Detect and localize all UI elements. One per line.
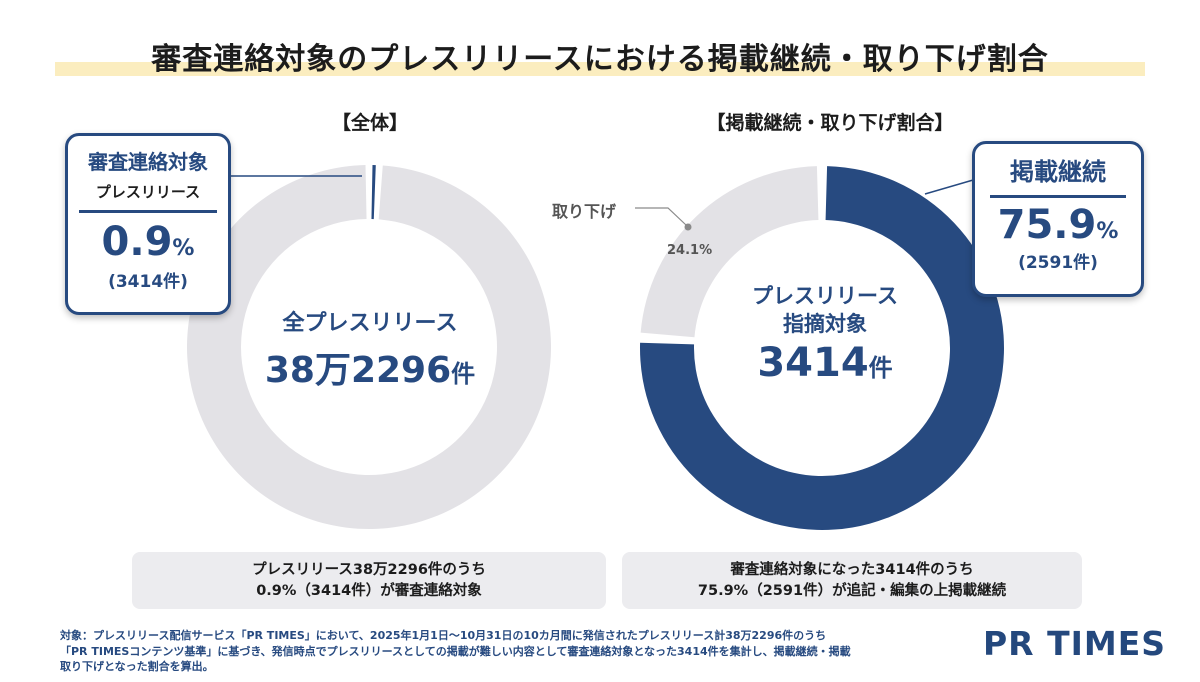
page-title: 審査連絡対象のプレスリリースにおける掲載継続・取り下げ割合 (151, 42, 1049, 77)
right-center-total: 3414件 (700, 340, 950, 386)
right-callout-box: 掲載継続 75.9% (2591件) (972, 141, 1144, 297)
left-summary-box: プレスリリース38万2296件のうち 0.9%（3414件）が審査連絡対象 (132, 552, 606, 609)
slice-review-target (371, 165, 376, 220)
withdraw-leader-dot (684, 223, 692, 231)
left-callout-line2: プレスリリース (95, 183, 201, 201)
left-center-line1: 全プレスリリース (282, 311, 458, 336)
footnote-line: 取り下げとなった割合を算出。 (60, 660, 214, 673)
left-callout-value: 0.9 (101, 219, 173, 265)
slice-withdrawn (640, 166, 819, 338)
slice-all-releases (186, 165, 551, 529)
slice-continued (639, 166, 1005, 530)
footnote: 対象：プレスリリース配信サービス「PR TIMES」において、2025年1月1日… (60, 628, 970, 675)
withdraw-leader-line (635, 207, 687, 226)
left-callout-pct: % (172, 236, 195, 261)
right-callout-label: 掲載継続 (1010, 158, 1106, 186)
donut-chart-overall (186, 165, 551, 529)
left-callout-line1: 審査連絡対象 (88, 150, 208, 174)
title-highlight (55, 62, 1145, 76)
right-center-unit: 件 (868, 354, 893, 382)
right-summary-line2: 75.9%（2591件）が追記・編集の上掲載継続 (697, 583, 1007, 599)
left-summary-line1: プレスリリース38万2296件のうち (252, 562, 486, 578)
title-area: 審査連絡対象のプレスリリースにおける掲載継続・取り下げ割合 (55, 32, 1145, 80)
footnote-line: 対象：プレスリリース配信サービス「PR TIMES」において、2025年1月1日… (60, 629, 827, 642)
left-center-unit: 件 (451, 360, 476, 388)
right-callout-count: (2591件) (1018, 253, 1098, 273)
right-chart-heading: 【掲載継続・取り下げ割合】 (706, 112, 954, 134)
left-callout-box: 審査連絡対象 プレスリリース 0.9% (3414件) (65, 133, 231, 315)
right-callout-value-row: 75.9% (975, 202, 1141, 248)
left-summary-line2: 0.9%（3414件）が審査連絡対象 (256, 583, 482, 599)
right-summary-box: 審査連絡対象になった3414件のうち 75.9%（2591件）が追記・編集の上掲… (622, 552, 1082, 609)
left-callout-value-row: 0.9% (68, 219, 228, 265)
right-center-line2: 指摘対象 (783, 312, 867, 336)
right-center-number: 3414 (757, 340, 869, 386)
left-center-label: 全プレスリリース 38万2296件 (240, 305, 500, 393)
right-leader-line (924, 177, 981, 195)
left-callout-count: (3414件) (108, 272, 188, 292)
pr-times-logo: PR TIMES (983, 624, 1167, 663)
footnote-line: 「PR TIMESコンテンツ基準」に基づき、発信時点でプレスリリースとしての掲載… (60, 644, 851, 658)
right-summary-line1: 審査連絡対象になった3414件のうち (730, 562, 974, 578)
withdraw-label: 取り下げ (552, 202, 617, 221)
left-chart-heading: 【全体】 (331, 112, 408, 134)
right-callout-divider (990, 195, 1126, 198)
right-center-label: プレスリリース 指摘対象 3414件 (700, 282, 950, 386)
donut-chart-status (639, 166, 1005, 530)
left-center-total: 38万2296件 (240, 341, 500, 393)
callout-leaders (222, 175, 981, 231)
right-callout-value: 75.9 (997, 202, 1097, 248)
right-callout-pct: % (1096, 219, 1119, 244)
left-callout-divider (79, 210, 217, 213)
right-center-line1: プレスリリース (752, 284, 898, 308)
left-center-number: 38万2296 (264, 350, 452, 391)
withdraw-pct-label: 24.1% (667, 243, 713, 258)
